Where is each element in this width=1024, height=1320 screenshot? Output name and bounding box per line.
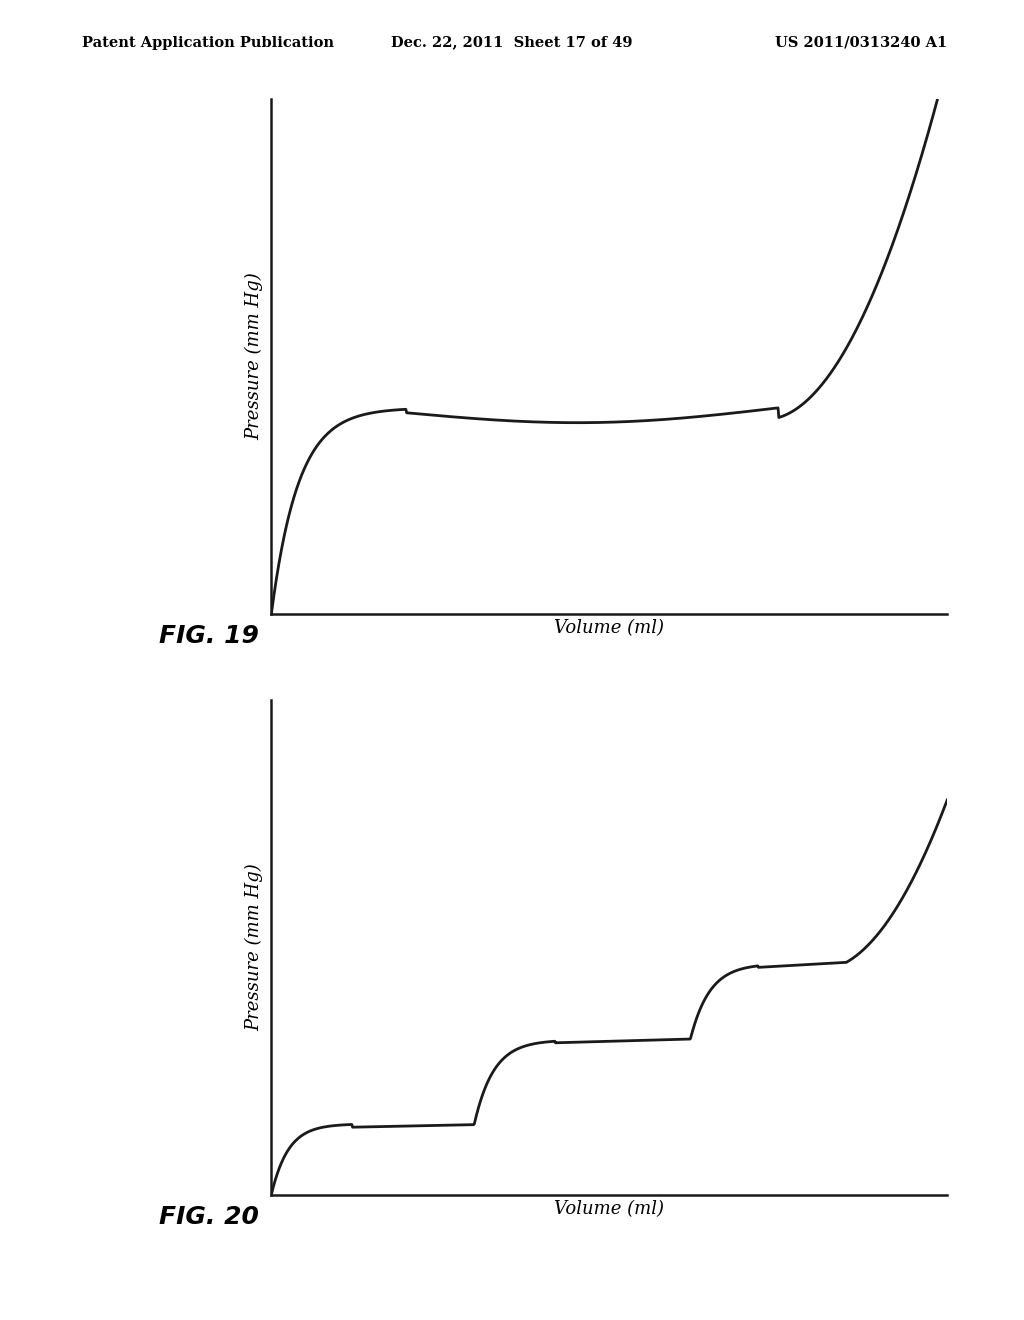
Text: FIG. 20: FIG. 20 [159, 1205, 259, 1229]
Text: US 2011/0313240 A1: US 2011/0313240 A1 [775, 36, 947, 50]
Text: FIG. 19: FIG. 19 [159, 624, 259, 648]
Text: Dec. 22, 2011  Sheet 17 of 49: Dec. 22, 2011 Sheet 17 of 49 [391, 36, 633, 50]
Y-axis label: Pressure (mm Hg): Pressure (mm Hg) [245, 272, 263, 441]
X-axis label: Volume (ml): Volume (ml) [554, 1200, 665, 1218]
Y-axis label: Pressure (mm Hg): Pressure (mm Hg) [245, 863, 263, 1031]
X-axis label: Volume (ml): Volume (ml) [554, 619, 665, 638]
Text: Patent Application Publication: Patent Application Publication [82, 36, 334, 50]
